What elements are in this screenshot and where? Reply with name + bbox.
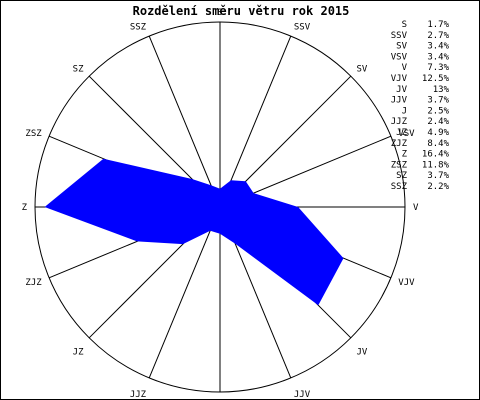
chart-title: Rozdělení směru větru rok 2015	[133, 4, 350, 18]
legend-value-zjz: 8.4%	[427, 139, 449, 149]
legend-direction-v: V	[402, 63, 408, 73]
legend-direction-ssv: SSV	[391, 31, 408, 41]
direction-label-v: V	[413, 203, 419, 213]
legend-direction-z: Z	[402, 150, 408, 160]
legend-direction-vjv: VJV	[391, 74, 408, 84]
legend-value-jv: 13%	[433, 85, 450, 95]
legend-value-ssv: 2.7%	[427, 31, 449, 41]
direction-label-zsz: ZSZ	[25, 129, 42, 139]
direction-label-jjz: JJZ	[130, 390, 147, 399]
direction-label-zjz: ZJZ	[25, 278, 42, 288]
legend-direction-zjz: ZJZ	[391, 139, 408, 149]
legend-direction-ssz: SSZ	[391, 182, 408, 192]
legend-value-jz: 4.9%	[427, 128, 449, 138]
legend-value-jjv: 3.7%	[427, 96, 449, 106]
direction-label-sz: SZ	[73, 65, 84, 75]
direction-label-vjv: VJV	[398, 278, 415, 288]
legend-direction-zsz: ZSZ	[391, 160, 408, 170]
direction-label-vsv: VSV	[398, 129, 415, 139]
legend-value-vjv: 12.5%	[422, 74, 450, 84]
data-area	[44, 158, 344, 306]
legend-direction-jjz: JJZ	[391, 117, 408, 127]
legend-direction-jv: JV	[396, 85, 407, 95]
legend-value-sv: 3.4%	[427, 42, 449, 52]
legend-value-z: 16.4%	[422, 150, 450, 160]
spoke-jjz	[148, 206, 221, 379]
direction-label-jv: JV	[357, 348, 368, 358]
legend-direction-jz: JZ	[396, 128, 407, 138]
direction-label-s: S	[217, 8, 222, 18]
legend-direction-sz: SZ	[396, 171, 407, 181]
legend-value-ssz: 2.2%	[427, 182, 449, 192]
legend-direction-s: S	[402, 20, 407, 30]
direction-label-jjv: JJV	[294, 390, 311, 399]
legend-value-vsv: 3.4%	[427, 52, 449, 62]
legend-value-v: 7.3%	[427, 63, 449, 73]
direction-label-sv: SV	[357, 65, 368, 75]
spoke-ssv	[219, 35, 292, 208]
legend-value-zsz: 11.8%	[422, 160, 450, 170]
direction-label-jz: JZ	[73, 348, 84, 358]
legend-value-sz: 3.7%	[427, 171, 449, 181]
legend-value-j: 2.5%	[427, 106, 449, 116]
legend: S 1.7%SSV 2.7%SV 3.4%VSV 3.4%V 7.3%VJV 12.5%JV…	[391, 20, 450, 192]
spoke-ssz	[148, 35, 221, 208]
direction-label-ssz: SSZ	[130, 23, 147, 33]
direction-label-z: Z	[22, 203, 28, 213]
legend-direction-j: J	[402, 106, 407, 116]
legend-value-s: 1.7%	[427, 20, 449, 30]
direction-labels: SSSVSVVSVVVJVJVJJVJJJZJZZJZZZSZSZSSZ	[22, 8, 419, 399]
outer-ring	[34, 21, 406, 393]
direction-label-ssv: SSV	[294, 23, 311, 33]
legend-value-jjz: 2.4%	[427, 117, 449, 127]
legend-direction-sv: SV	[396, 42, 407, 52]
legend-direction-vsv: VSV	[391, 52, 408, 62]
legend-direction-jjv: JJV	[391, 96, 408, 106]
